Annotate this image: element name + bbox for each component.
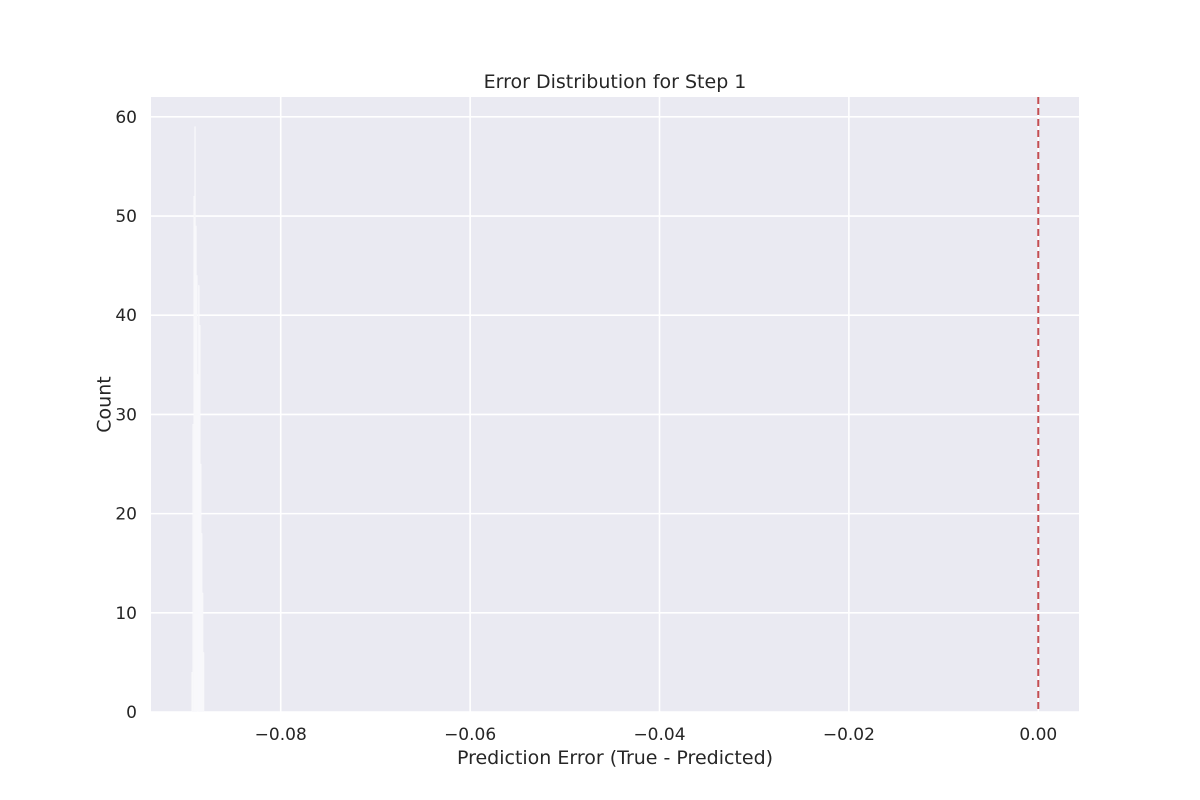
chart-title: Error Distribution for Step 1 <box>484 71 747 93</box>
y-tick-label: 20 <box>115 505 137 525</box>
y-tick-label: 60 <box>115 108 137 128</box>
y-tick-label: 0 <box>126 703 137 723</box>
y-tick-label: 10 <box>115 604 137 624</box>
y-axis-ticks: 0 10 20 30 40 50 60 <box>115 108 137 723</box>
y-tick-label: 40 <box>115 306 137 326</box>
x-axis-title: Prediction Error (True - Predicted) <box>457 747 773 769</box>
grid-lines <box>151 97 1079 713</box>
y-tick-label: 30 <box>115 405 137 425</box>
x-tick-label: −0.02 <box>823 725 875 745</box>
x-tick-label: −0.04 <box>633 725 685 745</box>
histogram-bars <box>191 126 205 713</box>
y-tick-label: 50 <box>115 207 137 227</box>
x-tick-label: −0.08 <box>255 725 307 745</box>
x-axis-ticks: −0.08 −0.06 −0.04 −0.02 0.00 <box>255 725 1058 745</box>
x-tick-label: 0.00 <box>1019 725 1057 745</box>
x-tick-label: −0.06 <box>444 725 496 745</box>
y-axis-title: Count <box>94 376 116 432</box>
plot-area <box>151 97 1079 712</box>
histogram-bar <box>202 652 205 713</box>
